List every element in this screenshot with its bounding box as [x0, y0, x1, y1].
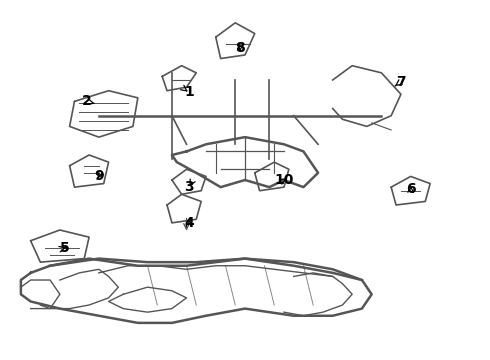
Text: 1: 1	[184, 85, 194, 99]
Text: 2: 2	[82, 94, 92, 108]
Text: 3: 3	[184, 180, 194, 194]
Text: 6: 6	[406, 182, 416, 196]
Text: 7: 7	[396, 75, 406, 89]
Text: 8: 8	[235, 41, 245, 55]
Text: 5: 5	[60, 241, 70, 255]
Text: 4: 4	[184, 216, 194, 230]
Text: 10: 10	[274, 173, 294, 187]
Text: 9: 9	[94, 170, 104, 184]
